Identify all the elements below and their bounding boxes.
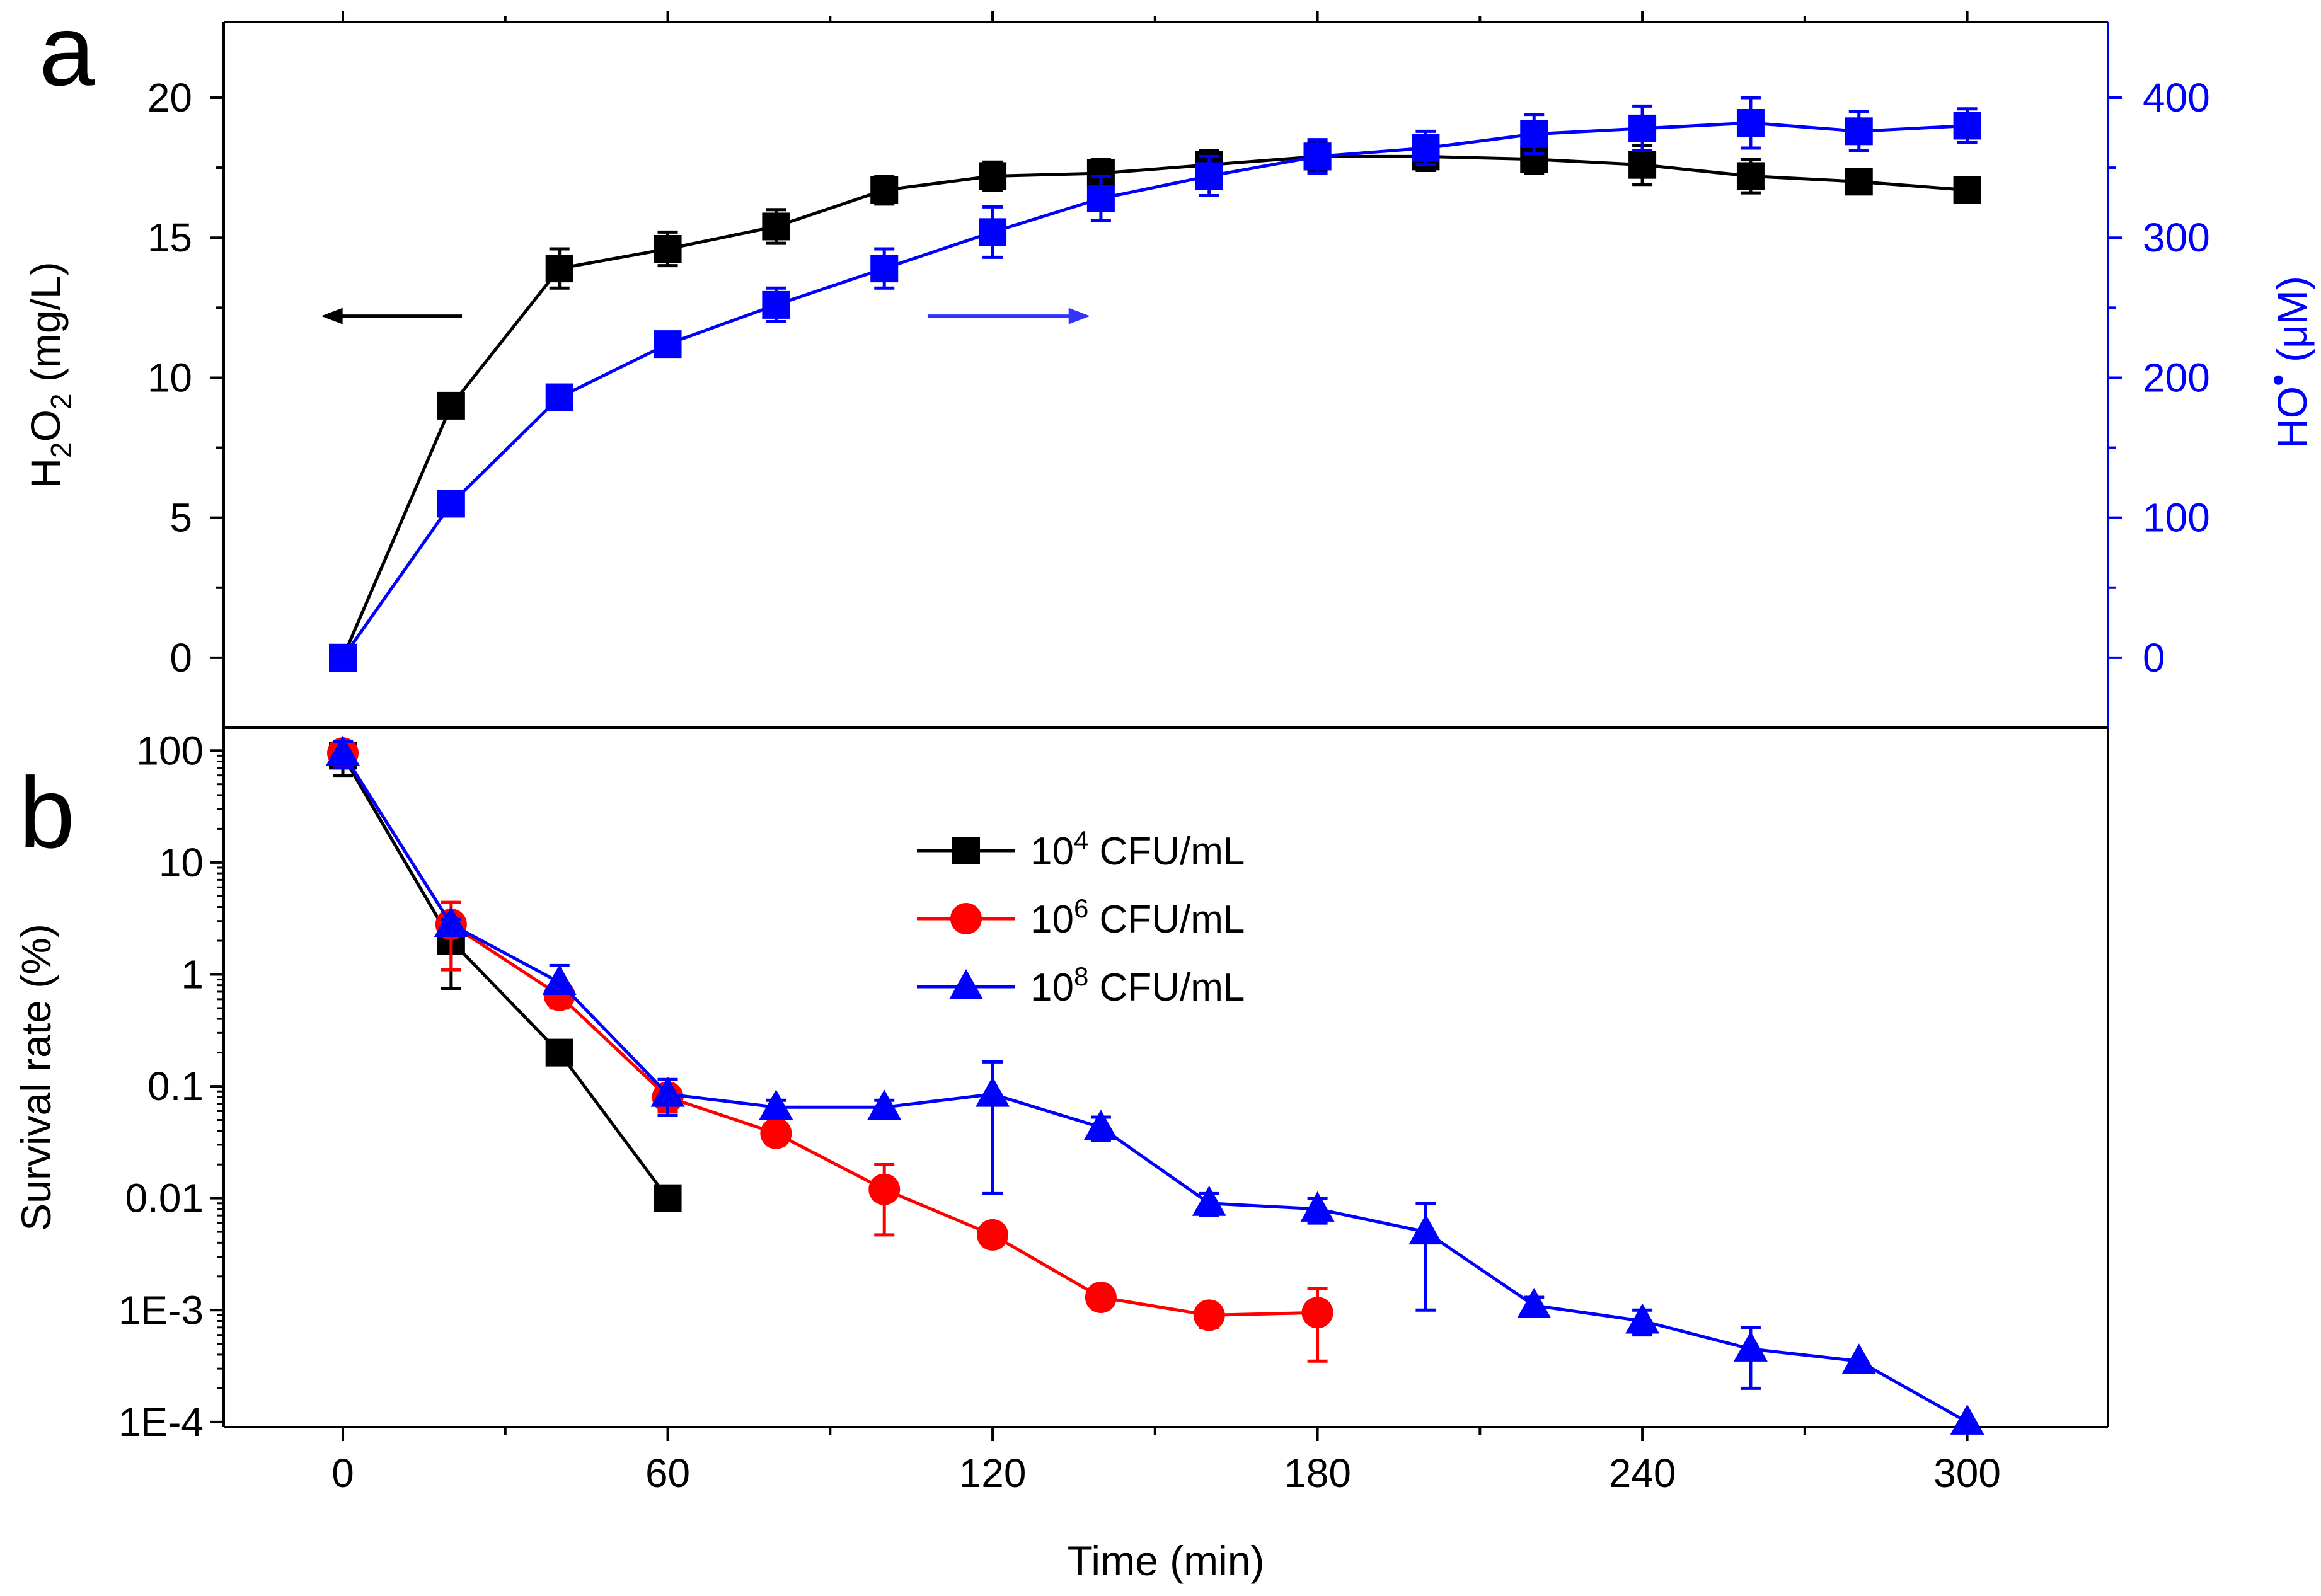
data-point-triangle — [976, 1076, 1010, 1107]
data-point-triangle — [434, 907, 468, 938]
data-point-square — [1412, 134, 1440, 162]
data-point-triangle — [1408, 1214, 1443, 1245]
data-point-square — [979, 218, 1007, 246]
data-point-square — [1520, 120, 1548, 148]
data-point-triangle — [1625, 1303, 1660, 1334]
data-point-triangle — [542, 964, 577, 995]
panel-letter-a: a — [39, 0, 95, 106]
data-point-square — [1845, 117, 1873, 146]
data-point-circle — [977, 1219, 1009, 1251]
panel-a-left-tick-label: 15 — [147, 215, 192, 260]
data-point-square — [870, 255, 899, 283]
panel-a-right-tick-label: 0 — [2143, 635, 2165, 680]
series-line — [341, 154, 1967, 658]
series-line — [341, 121, 1967, 659]
x-tick-label: 180 — [1284, 1450, 1351, 1496]
panel-b-y-tick-label: 1E-4 — [118, 1399, 204, 1445]
x-tick-label: 240 — [1609, 1450, 1676, 1496]
panel-b-y-tick-label: 1E-3 — [118, 1287, 204, 1333]
data-point-triangle — [1192, 1185, 1226, 1216]
panel-a-right-tick-label: 300 — [2143, 215, 2210, 260]
x-tick-label: 0 — [331, 1450, 354, 1496]
data-point-square — [545, 383, 573, 411]
data-point-square — [545, 255, 573, 283]
panel-a-left-tick-label: 0 — [170, 635, 192, 680]
data-point-triangle — [650, 1076, 685, 1107]
data-point-triangle — [1517, 1287, 1552, 1318]
data-point-triangle — [1300, 1191, 1335, 1222]
data-point-square — [545, 1038, 573, 1067]
legend-label-1e6: 106 CFU/mL — [1030, 893, 1245, 941]
data-point-square — [437, 391, 465, 420]
data-point-square — [1736, 109, 1765, 137]
panel-a-left-tick-label: 10 — [147, 355, 192, 400]
panel-b-y-tick-label: 100 — [136, 728, 204, 773]
data-point-square — [1195, 162, 1223, 190]
panel-b-y-tick-label: 1 — [181, 951, 204, 997]
axis-indicator-arrowhead — [321, 307, 343, 324]
data-point-triangle — [1950, 1404, 1984, 1435]
data-point-square — [437, 490, 465, 518]
data-point-square — [654, 330, 682, 359]
data-point-square — [1953, 176, 1981, 204]
panel-b-y-tick-label: 0.1 — [147, 1064, 204, 1109]
legend-swatch-square — [952, 837, 980, 864]
legend-label-1e4: 104 CFU/mL — [1030, 825, 1245, 873]
data-point-square — [870, 176, 899, 204]
panel-a-left-tick-label: 20 — [147, 75, 192, 120]
data-point-circle — [760, 1117, 792, 1149]
data-point-square — [762, 290, 790, 319]
data-point-triangle — [867, 1089, 902, 1120]
data-point-square — [654, 235, 682, 263]
series-line — [341, 752, 1318, 1317]
legend-label-1e8: 108 CFU/mL — [1030, 962, 1245, 1009]
data-point-circle — [1193, 1299, 1225, 1331]
data-point-triangle — [326, 735, 360, 766]
x-axis-title: Time (min) — [1068, 1537, 1265, 1584]
panel-b-plot: 1E-4 1E-3 0.01 0.1 1 10 100 0 60 120 180 240 300 — [118, 726, 2109, 1496]
data-point-triangle — [1841, 1343, 1876, 1374]
panel-a-right-tick-label: 200 — [2143, 355, 2210, 400]
data-point-triangle — [1083, 1110, 1118, 1140]
legend: 104 CFU/mL 106 CFU/mL 108 CFU/mL — [917, 825, 1245, 1009]
panel-a-left-tick-label: 5 — [170, 495, 192, 541]
data-point-triangle — [1733, 1331, 1768, 1362]
data-point-square — [1953, 112, 1981, 140]
data-point-square — [1086, 185, 1115, 212]
data-point-square — [1736, 162, 1765, 190]
data-point-triangle — [759, 1089, 793, 1120]
panel-a-right-tick-label: 100 — [2143, 495, 2210, 541]
data-point-square — [1628, 114, 1657, 142]
data-point-circle — [1085, 1282, 1117, 1314]
x-tick-label: 60 — [645, 1450, 690, 1496]
data-point-circle — [1301, 1297, 1333, 1329]
data-point-square — [654, 1184, 682, 1212]
legend-swatch-circle — [950, 903, 982, 934]
panel-letter-b: b — [19, 756, 75, 869]
panel-a-left-axis-title: H2O2 (mg/L) — [22, 261, 78, 488]
data-point-circle — [868, 1173, 901, 1205]
panel-a-right-axis-title: HO• (μM) — [2258, 276, 2315, 449]
data-point-square — [1303, 142, 1332, 171]
data-point-square — [979, 162, 1007, 190]
x-tick-label: 120 — [959, 1450, 1027, 1496]
data-point-square — [1845, 168, 1873, 196]
panel-b-series-1e8 — [326, 735, 1984, 1435]
axis-indicator-arrowhead — [1068, 307, 1090, 324]
panel-b-y-axis-title: Survival rate (%) — [13, 924, 59, 1231]
panel-a-right-tick-label: 400 — [2143, 75, 2210, 120]
data-point-square — [762, 212, 790, 241]
series-line — [341, 755, 669, 1200]
data-point-square — [329, 643, 357, 672]
panel-b-y-tick-label: 0.01 — [125, 1176, 204, 1221]
legend-swatch-triangle — [949, 969, 983, 999]
panel-b-y-tick-label: 10 — [159, 840, 204, 885]
panel-a-series-ho-radical — [329, 96, 1981, 672]
x-tick-label: 300 — [1933, 1450, 2001, 1496]
series-line — [341, 752, 1968, 1424]
data-point-square — [1628, 151, 1657, 179]
